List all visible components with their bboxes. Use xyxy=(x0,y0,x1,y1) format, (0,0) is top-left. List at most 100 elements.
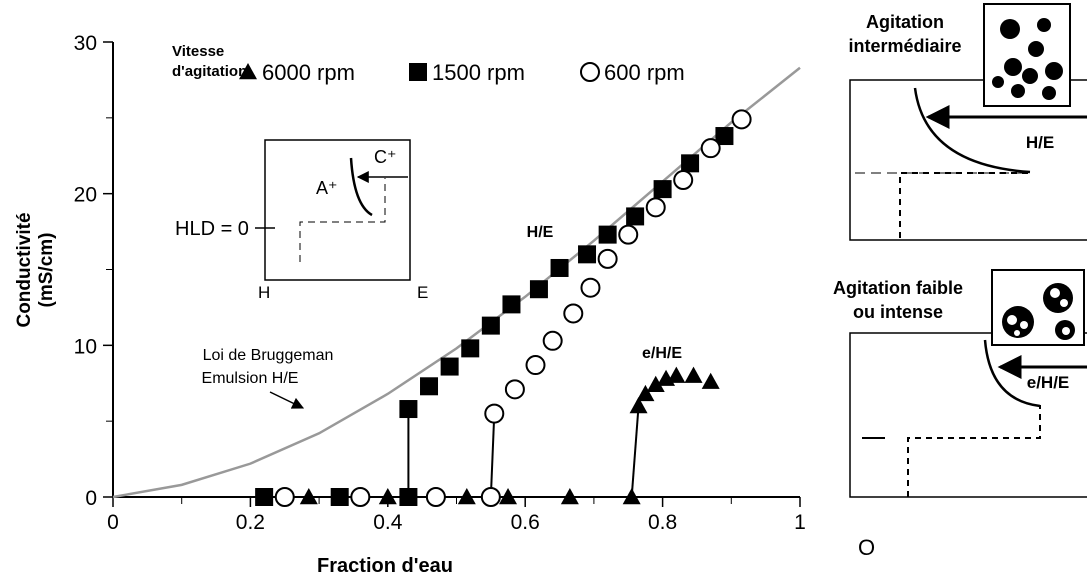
marker-square xyxy=(502,295,521,314)
annotation: Loi de Bruggeman xyxy=(203,347,334,364)
panel-title: intermédiaire xyxy=(848,36,961,56)
marker-triangle xyxy=(629,397,648,414)
jump-line xyxy=(630,405,640,498)
marker-circle xyxy=(425,487,446,507)
bruggeman-curve xyxy=(112,66,801,499)
marker-square xyxy=(481,316,500,335)
inset-dashed xyxy=(299,178,386,262)
marker-circle xyxy=(274,487,295,507)
inset-label: E xyxy=(417,283,428,302)
marker-square xyxy=(440,357,459,376)
legend-label: 1500 rpm xyxy=(432,60,525,85)
inset-label: A⁺ xyxy=(316,178,338,198)
marker-circle xyxy=(673,170,694,191)
marker-circle xyxy=(731,109,752,130)
annotation: Emulsion H/E xyxy=(202,370,299,387)
x-tick-label: 0.6 xyxy=(511,511,540,534)
jump-line xyxy=(489,413,496,498)
x-tick-label: 0.8 xyxy=(648,511,677,534)
marker-triangle xyxy=(622,488,641,505)
marker-triangle xyxy=(499,488,518,505)
marker-square xyxy=(399,488,418,506)
inset-label: C⁺ xyxy=(374,147,397,167)
marker-square xyxy=(653,180,672,199)
annotation: H/E xyxy=(527,224,554,241)
panel-label: H/E xyxy=(1026,133,1054,152)
marker-circle xyxy=(504,379,525,400)
legend-title: Vitesse xyxy=(172,43,224,60)
marker-circle xyxy=(563,303,584,324)
x-tick-label: 0.2 xyxy=(236,511,265,534)
marker-square xyxy=(578,245,597,264)
marker-triangle xyxy=(701,372,720,389)
y-tick-label: 20 xyxy=(74,184,97,207)
icon-box xyxy=(983,3,1071,107)
panel-dashed xyxy=(907,405,1041,497)
marker-square xyxy=(420,377,439,396)
marker-square xyxy=(330,488,349,506)
marker-triangle xyxy=(457,488,476,505)
marker-circle xyxy=(597,248,618,269)
marker-triangle xyxy=(667,366,686,383)
x-tick-label: 1 xyxy=(794,511,806,534)
marker-square xyxy=(626,207,645,226)
marker-circle xyxy=(525,355,546,376)
marker-circle xyxy=(645,197,666,218)
marker-circle xyxy=(480,487,501,507)
marker-circle xyxy=(542,330,563,351)
marker-square xyxy=(598,225,617,244)
marker-square xyxy=(715,127,734,146)
marker-circle xyxy=(700,138,721,159)
marker-triangle xyxy=(636,384,655,402)
inset-label: HLD = 0 xyxy=(175,218,249,240)
marker-square xyxy=(255,488,274,506)
y-tick-label: 0 xyxy=(85,487,97,510)
legend: 6000 rpm 1500 rpm 600 rpm xyxy=(239,60,685,85)
x-axis-label: Fraction d'eau xyxy=(317,555,453,577)
marker-triangle xyxy=(239,63,257,80)
panel-box xyxy=(849,79,1087,241)
panel-dashed xyxy=(899,172,1030,238)
marker-triangle xyxy=(560,488,579,505)
side-panel: Agitation intermédiaire H/E xyxy=(848,3,1087,241)
panel-curve xyxy=(913,87,1031,174)
panel-title: Agitation xyxy=(866,12,944,32)
panel-curve xyxy=(983,339,1041,408)
y-tick-label: 30 xyxy=(74,32,97,55)
y-axis-label: (mS/cm) xyxy=(36,233,57,308)
marker-triangle xyxy=(299,488,318,505)
marker-square xyxy=(550,258,569,277)
marker-square xyxy=(681,154,700,173)
x-tick-label: 0 xyxy=(107,511,119,534)
origin-label: O xyxy=(858,535,875,560)
marker-triangle xyxy=(646,375,665,392)
annotation-arrow xyxy=(269,391,305,409)
y-axis-label: Conductivité xyxy=(14,212,35,327)
legend-label: 600 rpm xyxy=(604,60,685,85)
marker-square xyxy=(399,400,418,419)
side-panel: Agitation faible ou intense e/H/E xyxy=(833,269,1087,498)
marker-square xyxy=(529,280,548,299)
x-tick-label: 0.4 xyxy=(373,511,403,534)
legend-title: d'agitation xyxy=(172,63,247,80)
y-tick-label: 10 xyxy=(74,335,97,358)
inset-curve xyxy=(349,157,373,217)
marker-triangle xyxy=(684,366,703,383)
panel-box xyxy=(849,332,1087,498)
inset-box xyxy=(264,139,411,281)
panel-label: e/H/E xyxy=(1027,373,1070,392)
marker-square xyxy=(409,63,427,81)
marker-circle xyxy=(618,224,639,245)
marker-circle xyxy=(350,487,371,507)
marker-square xyxy=(461,339,480,358)
panel-title: ou intense xyxy=(853,302,943,322)
marker-circle xyxy=(580,62,600,82)
inset-label: H xyxy=(258,283,270,302)
legend-label: 6000 rpm xyxy=(262,60,355,85)
annotation: e/H/E xyxy=(642,345,682,362)
inset: HLD = 0 H E A⁺ C⁺ xyxy=(175,139,428,302)
marker-triangle xyxy=(378,488,397,505)
marker-circle xyxy=(484,403,505,424)
